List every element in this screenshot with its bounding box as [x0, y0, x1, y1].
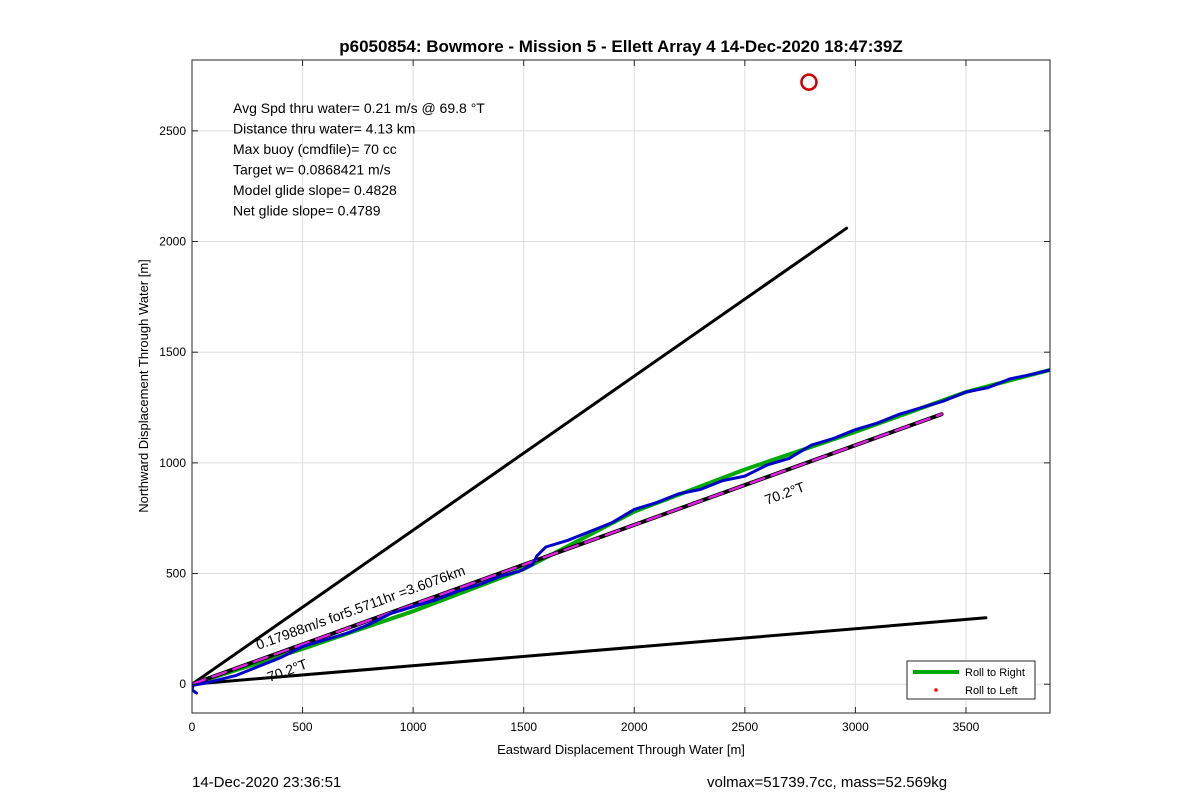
x-tick-label: 0 [189, 720, 196, 734]
info-line: Model glide slope= 0.4828 [233, 182, 397, 198]
footer-timestamp: 14-Dec-2020 23:36:51 [192, 774, 342, 791]
y-tick-label: 1500 [159, 345, 186, 359]
y-tick-label: 1000 [159, 456, 186, 470]
legend-box [906, 660, 1036, 700]
x-tick-label: 3000 [842, 720, 869, 734]
x-tick-label: 1000 [400, 720, 427, 734]
info-line: Net glide slope= 0.4789 [233, 203, 381, 219]
info-box: Avg Spd thru water= 0.21 m/s @ 69.8 °T Di… [233, 100, 485, 219]
y-tick-label: 2000 [159, 235, 186, 249]
legend: Roll to Right Roll to Left [906, 660, 1036, 700]
series-group [192, 73, 1050, 695]
y-axis-label: Northward Displacement Through Water [m] [136, 259, 151, 513]
legend-label: Roll to Left [965, 685, 1018, 697]
heading-dash-line [192, 412, 943, 686]
info-line: Max buoy (cmdfile)= 70 cc [233, 141, 397, 157]
y-tick-label: 2500 [159, 124, 186, 138]
x-tick-label: 500 [293, 720, 313, 734]
grid-lines [191, 60, 1050, 713]
footer-summary: volmax=51739.7cc, mass=52.569kg [707, 774, 948, 791]
legend-label: Roll to Right [965, 667, 1025, 679]
x-axis-label: Eastward Displacement Through Water [m] [497, 742, 745, 757]
info-line: Avg Spd thru water= 0.21 m/s @ 69.8 °T [233, 100, 485, 116]
x-tick-label: 2500 [731, 720, 758, 734]
target-marker [800, 73, 818, 91]
envelope-line [192, 226, 849, 686]
x-tick-label: 1500 [510, 720, 537, 734]
track-line [192, 368, 1050, 695]
info-line: Distance thru water= 4.13 km [233, 121, 415, 137]
axes: 0 500 1000 1500 2000 2500 3000 3500 0 500 1000 1500… [159, 60, 1050, 734]
y-tick-label: 0 [179, 677, 186, 691]
plot-frame [191, 59, 1051, 714]
x-tick-label: 3500 [953, 720, 980, 734]
envelope-line [192, 616, 988, 686]
info-line: Target w= 0.0868421 m/s [233, 162, 391, 178]
chart-title: p6050854: Bowmore - Mission 5 - Ellett A… [339, 37, 902, 56]
x-tick-label: 2000 [621, 720, 648, 734]
legend-swatch-dot [934, 688, 938, 692]
y-tick-label: 500 [166, 567, 186, 581]
